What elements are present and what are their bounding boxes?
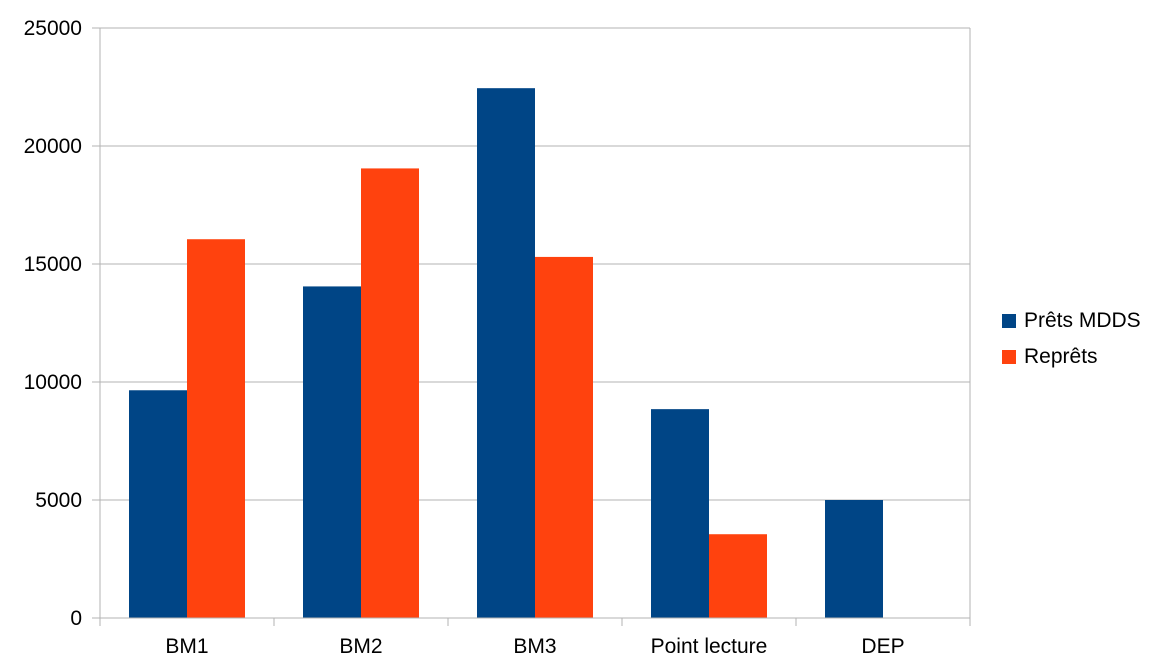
legend-swatch — [1002, 314, 1016, 328]
bar-bm3-series-1 — [477, 88, 535, 619]
x-tick-label: BM2 — [339, 635, 382, 658]
bar-bm2-series-1 — [303, 286, 361, 618]
tick-labels: 0 5000 10000 15000 20000 25000 BM1 BM2 BM3 Point … — [24, 17, 905, 658]
bar-point-lecture-series-1 — [651, 409, 709, 618]
y-tick-label: 0 — [70, 607, 82, 630]
y-tick-label: 25000 — [24, 17, 82, 40]
legend-item: Reprêts — [1002, 344, 1141, 370]
y-tick-label: 10000 — [24, 371, 82, 394]
legend-item: Prêts MDDS — [1002, 308, 1141, 334]
x-tick-label: BM3 — [513, 635, 556, 658]
legend: Prêts MDDS Reprêts — [1002, 308, 1141, 380]
bar-bm3-series-2 — [535, 256, 593, 618]
legend-label: Prêts MDDS — [1024, 309, 1141, 332]
axes — [92, 27, 971, 626]
bar-dep-series-1 — [825, 500, 883, 618]
bars — [129, 88, 883, 619]
y-tick-label: 15000 — [24, 253, 82, 276]
x-tick-label: BM1 — [165, 635, 208, 658]
bar-bm1-series-2 — [187, 239, 245, 618]
legend-label: Reprêts — [1024, 345, 1098, 368]
x-tick-label: DEP — [861, 635, 904, 658]
bar-point-lecture-series-2 — [709, 534, 767, 618]
bar-bm2-series-2 — [361, 168, 419, 619]
legend-swatch — [1002, 350, 1016, 364]
y-tick-label: 20000 — [24, 135, 82, 158]
x-tick-label: Point lecture — [651, 635, 768, 658]
y-tick-label: 5000 — [35, 489, 82, 512]
bar-bm1-series-1 — [129, 390, 187, 618]
